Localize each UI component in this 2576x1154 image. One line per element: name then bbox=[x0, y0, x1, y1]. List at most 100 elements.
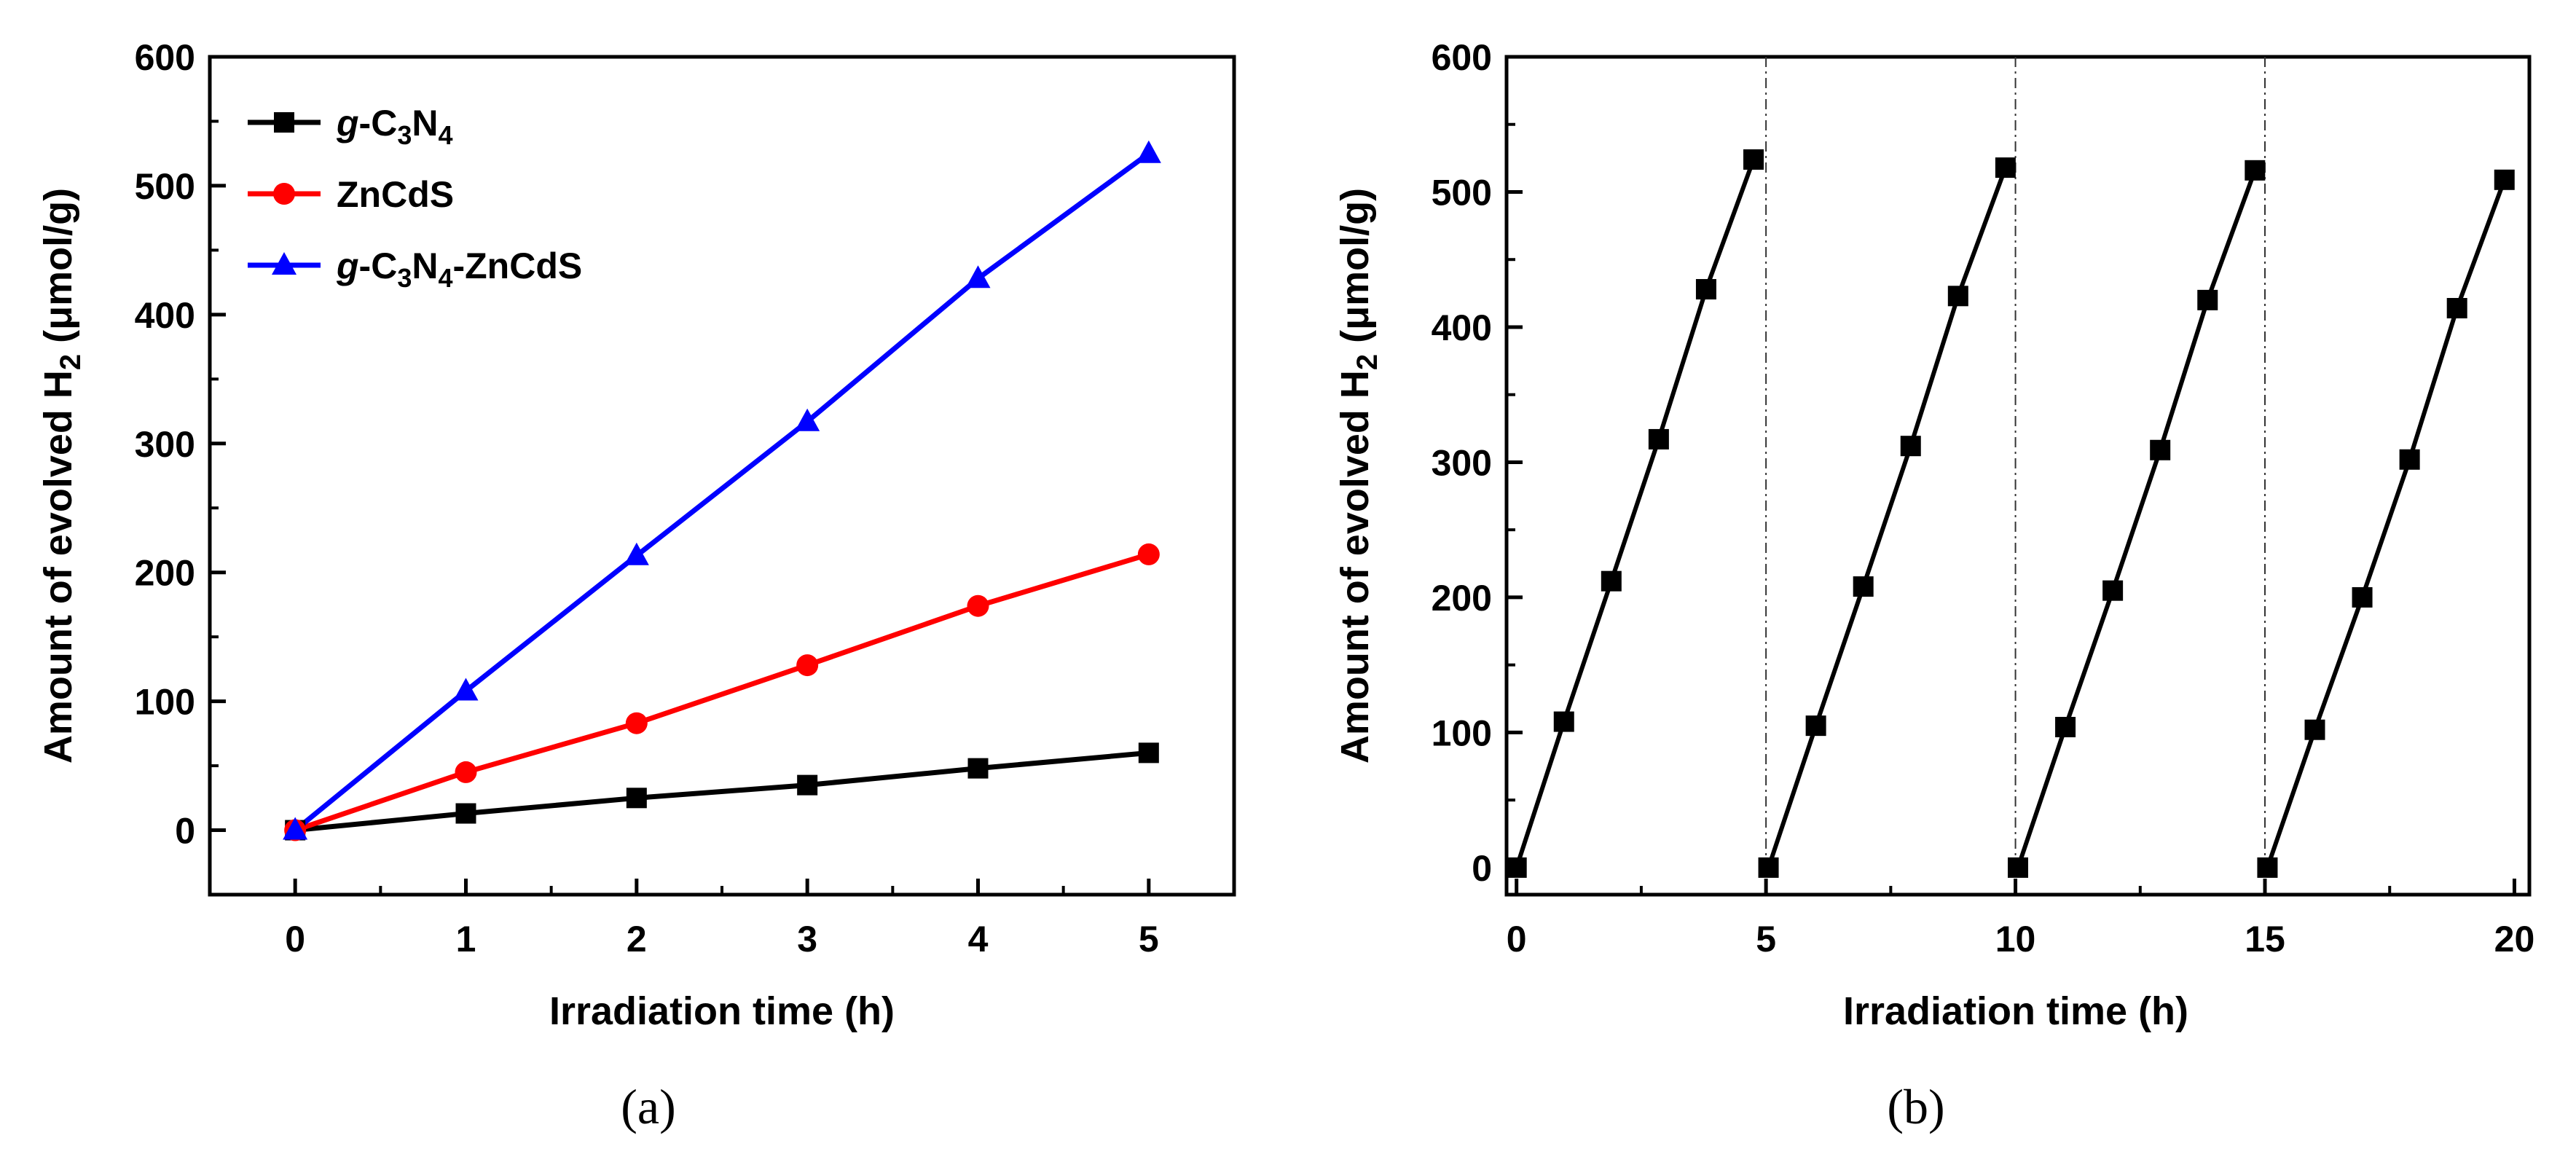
legend-item: ZnCdS bbox=[248, 174, 454, 215]
data-point bbox=[455, 761, 477, 783]
data-point bbox=[795, 408, 820, 431]
x-tick-label: 0 bbox=[1507, 919, 1527, 959]
data-point bbox=[1995, 157, 2016, 178]
y-tick-label: 100 bbox=[135, 682, 195, 723]
caption-a: (a) bbox=[621, 1079, 675, 1134]
data-point bbox=[1138, 742, 1159, 764]
x-tick-label: 5 bbox=[1756, 919, 1776, 959]
tick-labels-b: 0 100 200 300 400 500 600 0 5 10 15 20 bbox=[1432, 37, 2535, 959]
series-cycle-1 bbox=[1514, 158, 1756, 868]
y-tick-label: 400 bbox=[1432, 307, 1492, 348]
data-point bbox=[965, 265, 991, 288]
series-markers bbox=[1506, 149, 1764, 878]
series-g-c3n4-zncds bbox=[293, 151, 1150, 833]
legend-marker bbox=[273, 183, 295, 205]
legend-label: g-C3N4 bbox=[336, 103, 452, 150]
y-tick-label: 200 bbox=[1432, 578, 1492, 619]
series-line bbox=[293, 151, 1150, 833]
y-tick-label: 0 bbox=[175, 811, 195, 852]
y-axis-label-b: Amount of evolved H2 (μmol/g) bbox=[1333, 188, 1383, 764]
data-point bbox=[2150, 439, 2171, 460]
data-point bbox=[1947, 286, 1968, 307]
series-group-b bbox=[1506, 149, 2515, 878]
y-tick-label: 400 bbox=[135, 295, 195, 336]
x-tick-label: 2 bbox=[627, 919, 647, 959]
plot-frame-b bbox=[1504, 55, 2532, 897]
series-g-c3n4 bbox=[294, 750, 1150, 833]
series-line bbox=[294, 552, 1150, 833]
cycle-dividers-b bbox=[1765, 57, 2266, 895]
data-point bbox=[1695, 279, 1716, 300]
data-point bbox=[2197, 289, 2218, 310]
y-tick-label: 300 bbox=[1432, 442, 1492, 483]
data-point bbox=[1136, 140, 1161, 163]
y-axis-label-a: Amount of evolved H2 (μmol/g) bbox=[36, 188, 87, 764]
data-point bbox=[2352, 586, 2373, 608]
data-point bbox=[625, 712, 648, 734]
y-tick-label: 100 bbox=[1432, 713, 1492, 753]
data-point bbox=[1648, 428, 1669, 450]
x-axis-label-a: Irradiation time (h) bbox=[549, 989, 895, 1033]
series-line bbox=[294, 750, 1150, 833]
data-point bbox=[967, 758, 989, 779]
x-tick-label: 4 bbox=[968, 919, 989, 959]
data-point bbox=[2245, 160, 2266, 181]
x-axis-label-b: Irradiation time (h) bbox=[1843, 989, 2188, 1033]
data-point bbox=[2102, 580, 2124, 601]
x-tick-label: 5 bbox=[1139, 919, 1159, 959]
data-point bbox=[1601, 570, 1622, 592]
series-markers bbox=[1758, 157, 2016, 878]
legend-a: g-C3N4 ZnCdS g-C3N4-ZnCdS bbox=[248, 103, 582, 293]
x-tick-label: 15 bbox=[2245, 919, 2285, 959]
chart-panel-b: 0 100 200 300 400 500 600 0 5 10 15 20 Irradiation … bbox=[1333, 37, 2534, 1134]
series-line bbox=[2265, 178, 2507, 868]
y-tick-label: 0 bbox=[1472, 848, 1492, 889]
data-point bbox=[626, 788, 647, 809]
y-tick-label: 600 bbox=[135, 37, 195, 78]
legend-marker bbox=[272, 252, 297, 275]
data-point bbox=[1853, 576, 1874, 597]
data-point bbox=[2008, 857, 2028, 878]
y-tick-label: 200 bbox=[135, 553, 195, 594]
legend-label: g-C3N4-ZnCdS bbox=[336, 246, 582, 293]
data-point bbox=[967, 594, 989, 617]
series-cycle-2 bbox=[1766, 167, 2008, 868]
data-point bbox=[455, 803, 476, 824]
data-point bbox=[797, 774, 818, 796]
series-markers bbox=[2257, 169, 2515, 878]
data-point bbox=[1805, 715, 1826, 737]
axis-ticks-b bbox=[1507, 55, 2516, 895]
y-tick-label: 300 bbox=[135, 424, 195, 465]
y-tick-label: 600 bbox=[1432, 37, 1492, 78]
x-tick-label: 1 bbox=[456, 919, 476, 959]
data-point bbox=[1506, 857, 1527, 878]
tick-labels-a: 0 100 200 300 400 500 600 0 1 2 3 4 5 bbox=[135, 37, 1159, 959]
series-markers bbox=[283, 140, 1161, 840]
series-line bbox=[1766, 167, 2008, 868]
caption-b: (b) bbox=[1887, 1079, 1944, 1134]
data-point bbox=[1553, 711, 1574, 732]
data-point bbox=[1137, 543, 1160, 565]
x-tick-label: 10 bbox=[1995, 919, 2036, 959]
data-point bbox=[2257, 857, 2278, 878]
data-point bbox=[1900, 436, 1921, 457]
series-line bbox=[1514, 158, 1756, 868]
series-group-a bbox=[283, 140, 1161, 841]
data-point bbox=[453, 678, 479, 701]
legend-marker bbox=[274, 112, 294, 133]
x-tick-label: 3 bbox=[797, 919, 817, 959]
legend-item: g-C3N4-ZnCdS bbox=[248, 246, 582, 293]
data-point bbox=[624, 542, 649, 565]
data-point bbox=[2494, 169, 2515, 190]
data-point bbox=[2304, 719, 2325, 740]
legend-label: ZnCdS bbox=[337, 174, 454, 215]
data-point bbox=[2446, 298, 2467, 318]
data-point bbox=[2399, 449, 2420, 470]
y-tick-label: 500 bbox=[1432, 172, 1492, 213]
data-point bbox=[796, 654, 819, 677]
data-point bbox=[283, 817, 308, 840]
series-cycle-4 bbox=[2265, 178, 2507, 868]
data-point bbox=[1758, 857, 1779, 878]
